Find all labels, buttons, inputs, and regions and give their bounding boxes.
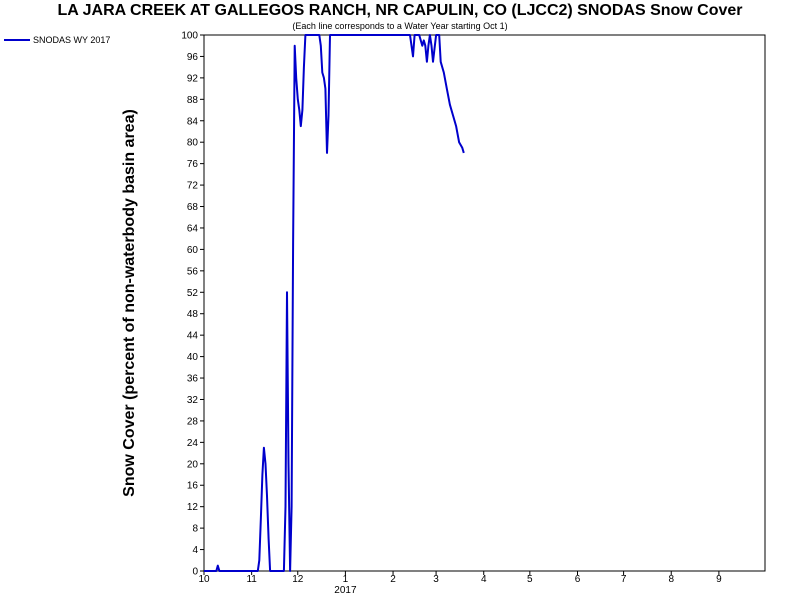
y-tick-label: 80 (187, 138, 199, 149)
series-line-wy-2017 (204, 34, 465, 572)
y-tick-label: 48 (187, 309, 199, 320)
y-tick-label: 60 (187, 245, 199, 256)
y-tick-label: 32 (187, 395, 199, 406)
y-tick-label: 92 (187, 73, 199, 84)
y-tick-label: 88 (187, 95, 199, 106)
chart-subtitle: (Each line corresponds to a Water Year s… (292, 21, 508, 31)
x-tick-label: 4 (481, 574, 487, 585)
x-tick-label: 6 (575, 574, 581, 585)
chart-title: LA JARA CREEK AT GALLEGOS RANCH, NR CAPU… (57, 2, 743, 19)
y-tick-label: 64 (187, 223, 199, 234)
x-year-label: 2017 (334, 585, 357, 596)
x-tick-label: 5 (527, 574, 533, 585)
y-tick-label: 100 (181, 31, 198, 42)
legend: SNODAS WY 2017 (4, 35, 110, 45)
y-tick-label: 68 (187, 202, 199, 213)
y-tick-label: 28 (187, 416, 199, 427)
y-tick-label: 72 (187, 181, 199, 192)
y-tick-label: 20 (187, 459, 199, 470)
y-tick-label: 36 (187, 374, 199, 385)
y-tick-label: 24 (187, 438, 199, 449)
x-tick-label: 7 (621, 574, 627, 585)
plot-frame (203, 34, 766, 572)
y-tick-label: 76 (187, 159, 199, 170)
x-tick-label: 10 (198, 574, 210, 585)
y-tick-label: 4 (192, 545, 198, 556)
y-tick-label: 56 (187, 266, 199, 277)
x-tick-label: 3 (433, 574, 439, 585)
y-tick-label: 0 (192, 567, 198, 578)
legend-swatch (4, 39, 30, 41)
x-tick-label: 9 (716, 574, 722, 585)
y-tick-label: 44 (187, 331, 199, 342)
y-tick-label: 96 (187, 52, 199, 63)
x-tick-label: 11 (246, 574, 257, 585)
y-tick-label: 40 (187, 352, 199, 363)
legend-label: SNODAS WY 2017 (33, 35, 111, 45)
y-tick-label: 12 (187, 502, 199, 513)
x-tick-label: 12 (292, 574, 304, 585)
x-tick-label: 1 (343, 574, 349, 585)
series-group (204, 34, 465, 572)
y-tick-label: 52 (187, 288, 199, 299)
x-tick-label: 2 (390, 574, 396, 585)
y-tick-label: 16 (187, 481, 199, 492)
y-tick-label: 84 (187, 116, 199, 127)
x-tick-label: 8 (668, 574, 674, 585)
y-axis: 0481216202428323640444852566064687276808… (181, 31, 204, 578)
y-tick-label: 8 (192, 524, 198, 535)
